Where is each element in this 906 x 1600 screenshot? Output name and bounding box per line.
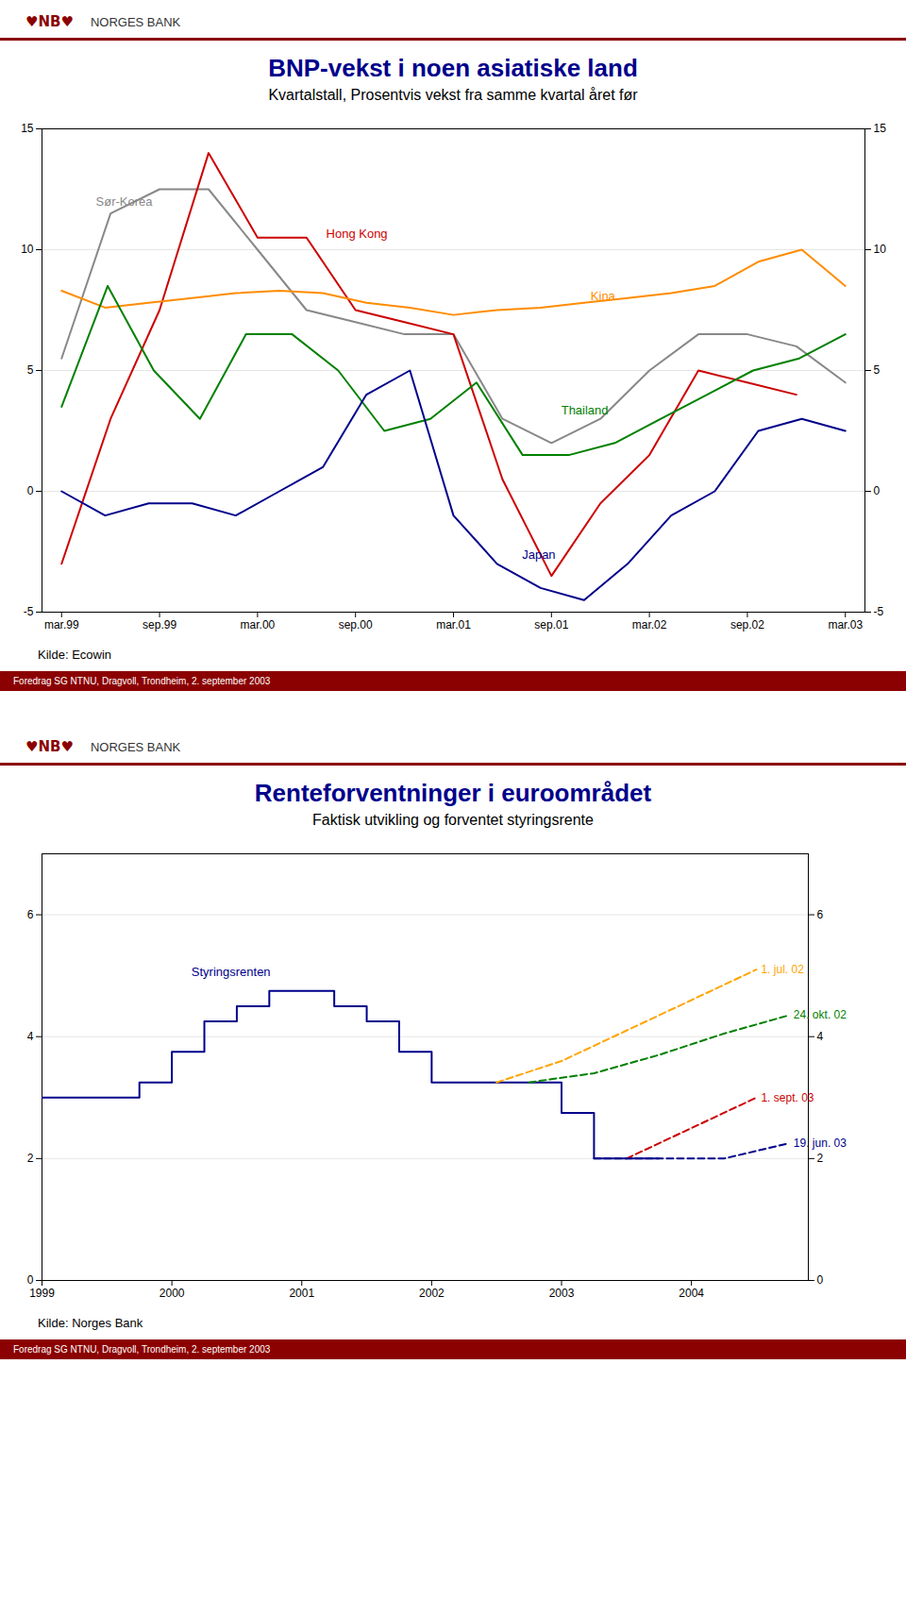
svg-text:mar.99: mar.99 <box>44 618 80 632</box>
html-text:BNP-vekst i noen asiatiske lan: BNP-vekst i noen asiatiske land <box>268 53 638 83</box>
svg-text:-5: -5 <box>873 604 885 619</box>
svg-text:10: 10 <box>873 242 888 256</box>
svg-text:-5: -5 <box>23 604 34 619</box>
html-text:Kvartalstall, Prosentvis vekst: Kvartalstall, Prosentvis vekst fra samme… <box>268 86 638 103</box>
html-text:NORGES BANK: NORGES BANK <box>90 739 181 754</box>
html-text:Kilde: Norges Bank: Kilde: Norges Bank <box>37 1315 143 1330</box>
svg-text:2000: 2000 <box>159 1286 185 1300</box>
svg-text:Thailand: Thailand <box>561 402 609 418</box>
svg-text:sep.00: sep.00 <box>338 618 373 632</box>
svg-text:10: 10 <box>20 242 34 256</box>
html-text:♥NB♥: ♥NB♥ <box>25 738 74 755</box>
svg-text:mar.02: mar.02 <box>632 618 668 632</box>
html-text:♥NB♥: ♥NB♥ <box>25 13 74 31</box>
svg-text:2001: 2001 <box>288 1286 315 1300</box>
svg-text:Japan: Japan <box>521 547 555 562</box>
svg-text:2: 2 <box>817 1151 824 1165</box>
svg-text:sep.99: sep.99 <box>142 618 177 632</box>
svg-text:Styringsrenten: Styringsrenten <box>191 964 271 979</box>
svg-text:2002: 2002 <box>419 1286 445 1300</box>
html-text:Renteforventninger i euroområd: Renteforventninger i euroområdet <box>254 778 652 807</box>
svg-text:5: 5 <box>873 363 881 377</box>
svg-text:24. okt. 02: 24. okt. 02 <box>793 1007 847 1022</box>
svg-text:2: 2 <box>27 1151 34 1165</box>
svg-text:1999: 1999 <box>29 1286 55 1300</box>
svg-text:15: 15 <box>873 121 888 135</box>
svg-text:mar.03: mar.03 <box>827 618 863 632</box>
html-text:Kilde: Ecowin: Kilde: Ecowin <box>37 647 112 662</box>
svg-text:6: 6 <box>817 907 824 922</box>
svg-text:1. jul. 02: 1. jul. 02 <box>760 962 805 976</box>
svg-text:2003: 2003 <box>549 1286 575 1300</box>
svg-text:19. jun. 03: 19. jun. 03 <box>793 1136 847 1150</box>
svg-text:Kina: Kina <box>590 288 617 303</box>
html-text:Foredrag SG NTNU, Dragvoll, Tr: Foredrag SG NTNU, Dragvoll, Trondheim, 2… <box>13 1343 271 1355</box>
svg-text:0: 0 <box>27 1273 34 1287</box>
svg-text:5: 5 <box>27 363 34 377</box>
svg-text:Sør-Korea: Sør-Korea <box>96 194 154 209</box>
svg-text:15: 15 <box>20 121 34 135</box>
svg-text:0: 0 <box>27 484 34 498</box>
svg-text:mar.00: mar.00 <box>240 618 276 632</box>
svg-text:1. sept. 03: 1. sept. 03 <box>760 1090 814 1105</box>
html-text:Faktisk utvikling og forventet: Faktisk utvikling og forventet styringsr… <box>312 811 594 828</box>
html-text:Foredrag SG NTNU, Dragvoll, Tr: Foredrag SG NTNU, Dragvoll, Trondheim, 2… <box>13 675 271 687</box>
svg-text:4: 4 <box>817 1029 824 1043</box>
svg-text:Hong Kong: Hong Kong <box>326 226 388 241</box>
svg-text:0: 0 <box>817 1273 824 1287</box>
svg-text:4: 4 <box>27 1029 34 1043</box>
svg-text:sep.02: sep.02 <box>730 618 765 632</box>
svg-text:2004: 2004 <box>678 1286 705 1300</box>
svg-text:mar.01: mar.01 <box>436 618 471 632</box>
svg-text:6: 6 <box>27 907 34 922</box>
svg-text:sep.01: sep.01 <box>534 618 569 632</box>
html-text:NORGES BANK: NORGES BANK <box>90 14 181 29</box>
svg-text:0: 0 <box>873 484 881 498</box>
